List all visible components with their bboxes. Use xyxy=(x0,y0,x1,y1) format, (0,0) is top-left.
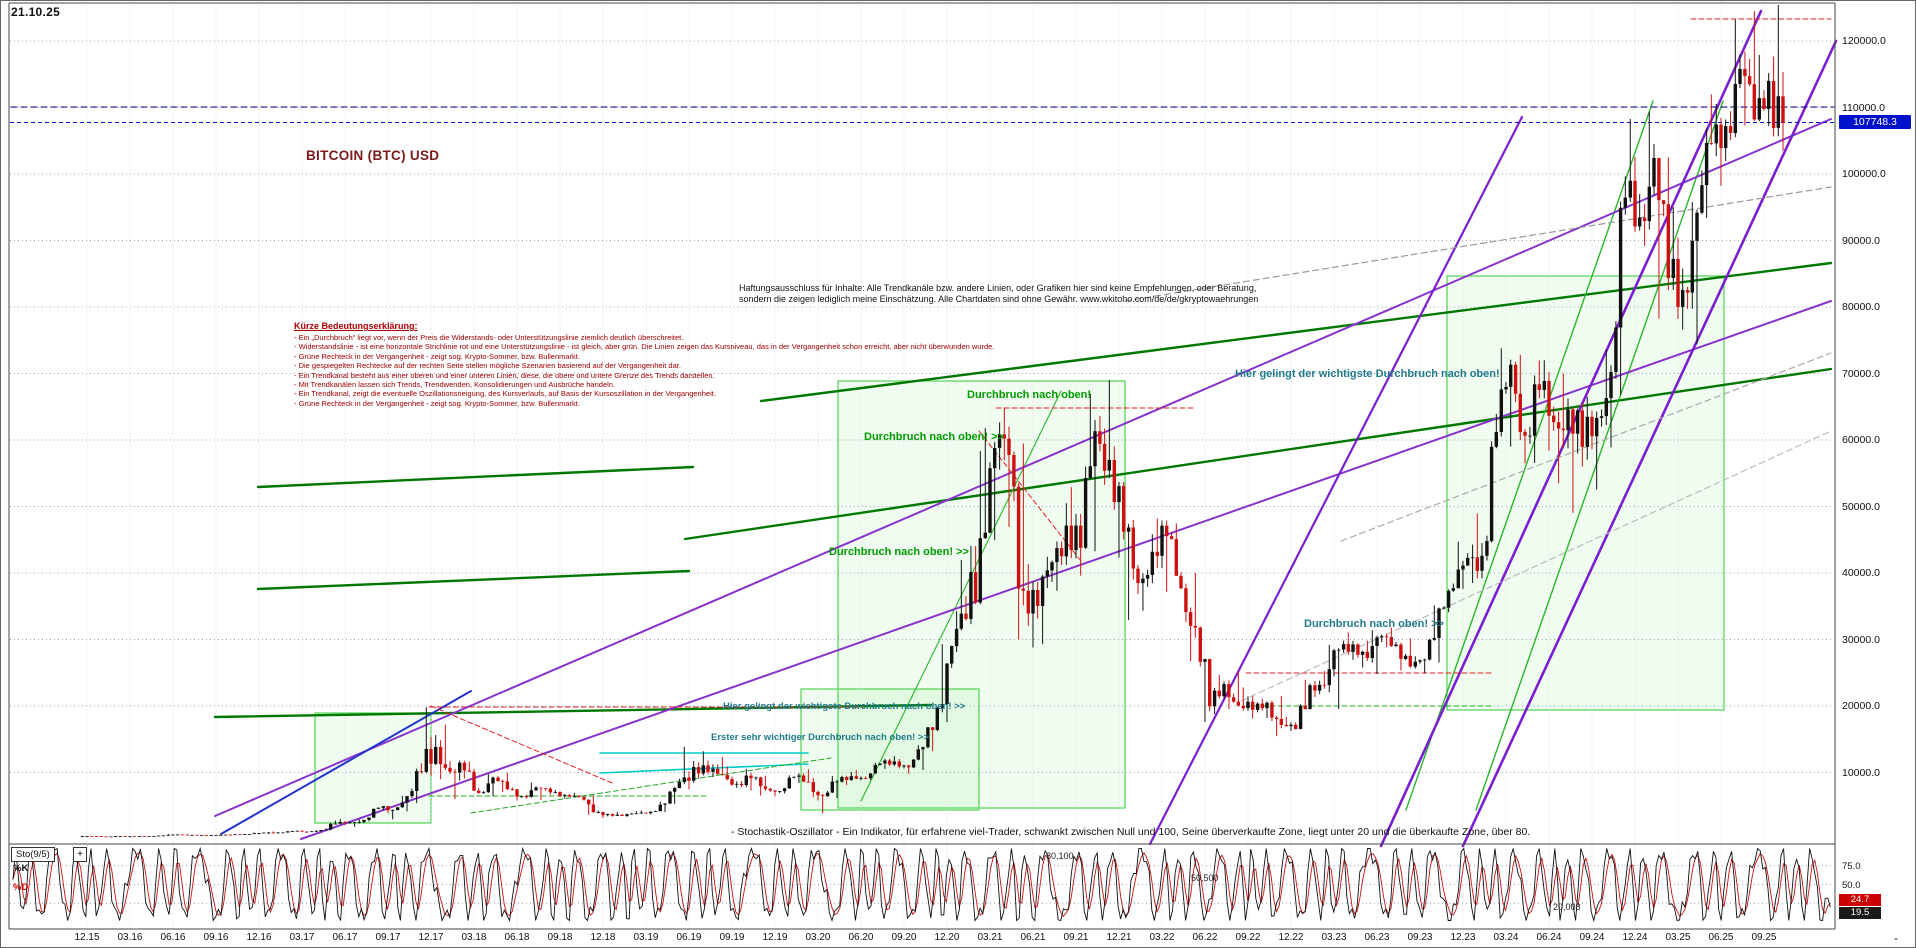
add-indicator-button[interactable]: + xyxy=(73,847,87,862)
axis-minus-control[interactable]: - xyxy=(1894,931,1898,945)
stoch-indicator-selector[interactable]: Sto(9/5) xyxy=(11,847,55,862)
